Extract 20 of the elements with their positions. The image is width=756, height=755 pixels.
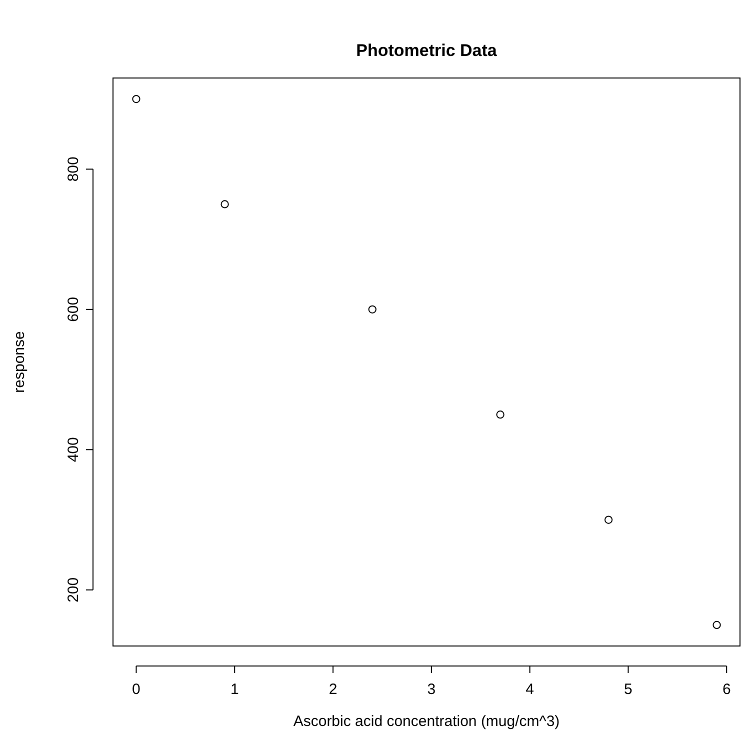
x-tick-label: 1 (230, 681, 239, 698)
y-axis-title: response (11, 331, 28, 393)
x-tick-label: 3 (427, 681, 436, 698)
x-tick-label: 0 (132, 681, 140, 698)
y-tick-label: 800 (65, 156, 82, 182)
x-tick-label: 2 (328, 681, 338, 698)
point (220, 200, 229, 208)
x-axis-title: Ascorbic acid concentration (mug/cm^3) (293, 713, 560, 730)
x-tick-label: 4 (526, 681, 534, 698)
y-tick-label: 400 (65, 437, 82, 462)
point (132, 94, 140, 104)
y-tick-label: 200 (65, 577, 82, 602)
x-tick-label: 5 (624, 681, 632, 698)
point (604, 516, 613, 524)
point (368, 305, 376, 314)
point (712, 620, 721, 630)
x-tick-label: 6 (722, 681, 731, 698)
y-tick-label: 600 (65, 296, 82, 322)
chart-title: Photometric Data (356, 41, 498, 60)
point (496, 410, 504, 419)
